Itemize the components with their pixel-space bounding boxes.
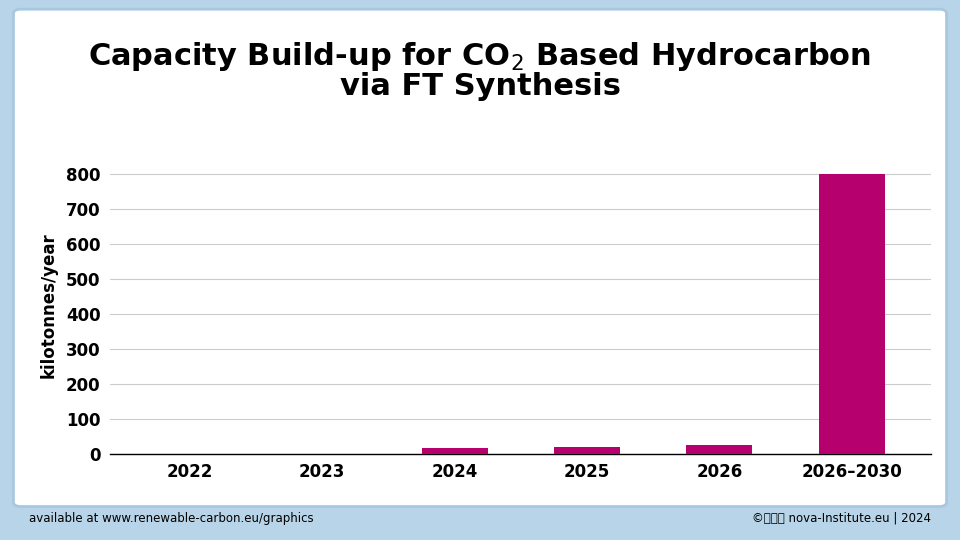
Text: Capacity Build-up for CO$_2$ Based Hydrocarbon: Capacity Build-up for CO$_2$ Based Hydro… — [88, 40, 872, 73]
Y-axis label: kilotonnes/year: kilotonnes/year — [39, 232, 58, 378]
Text: ©ⓓⓈⓨ nova-Institute.eu | 2024: ©ⓓⓈⓨ nova-Institute.eu | 2024 — [753, 512, 931, 525]
Bar — [819, 174, 885, 454]
Text: via FT Synthesis: via FT Synthesis — [340, 72, 620, 101]
Bar — [554, 447, 620, 454]
Bar — [686, 445, 753, 454]
Text: available at www.renewable-carbon.eu/graphics: available at www.renewable-carbon.eu/gra… — [29, 512, 313, 525]
FancyBboxPatch shape — [13, 9, 947, 507]
Bar — [421, 448, 488, 454]
